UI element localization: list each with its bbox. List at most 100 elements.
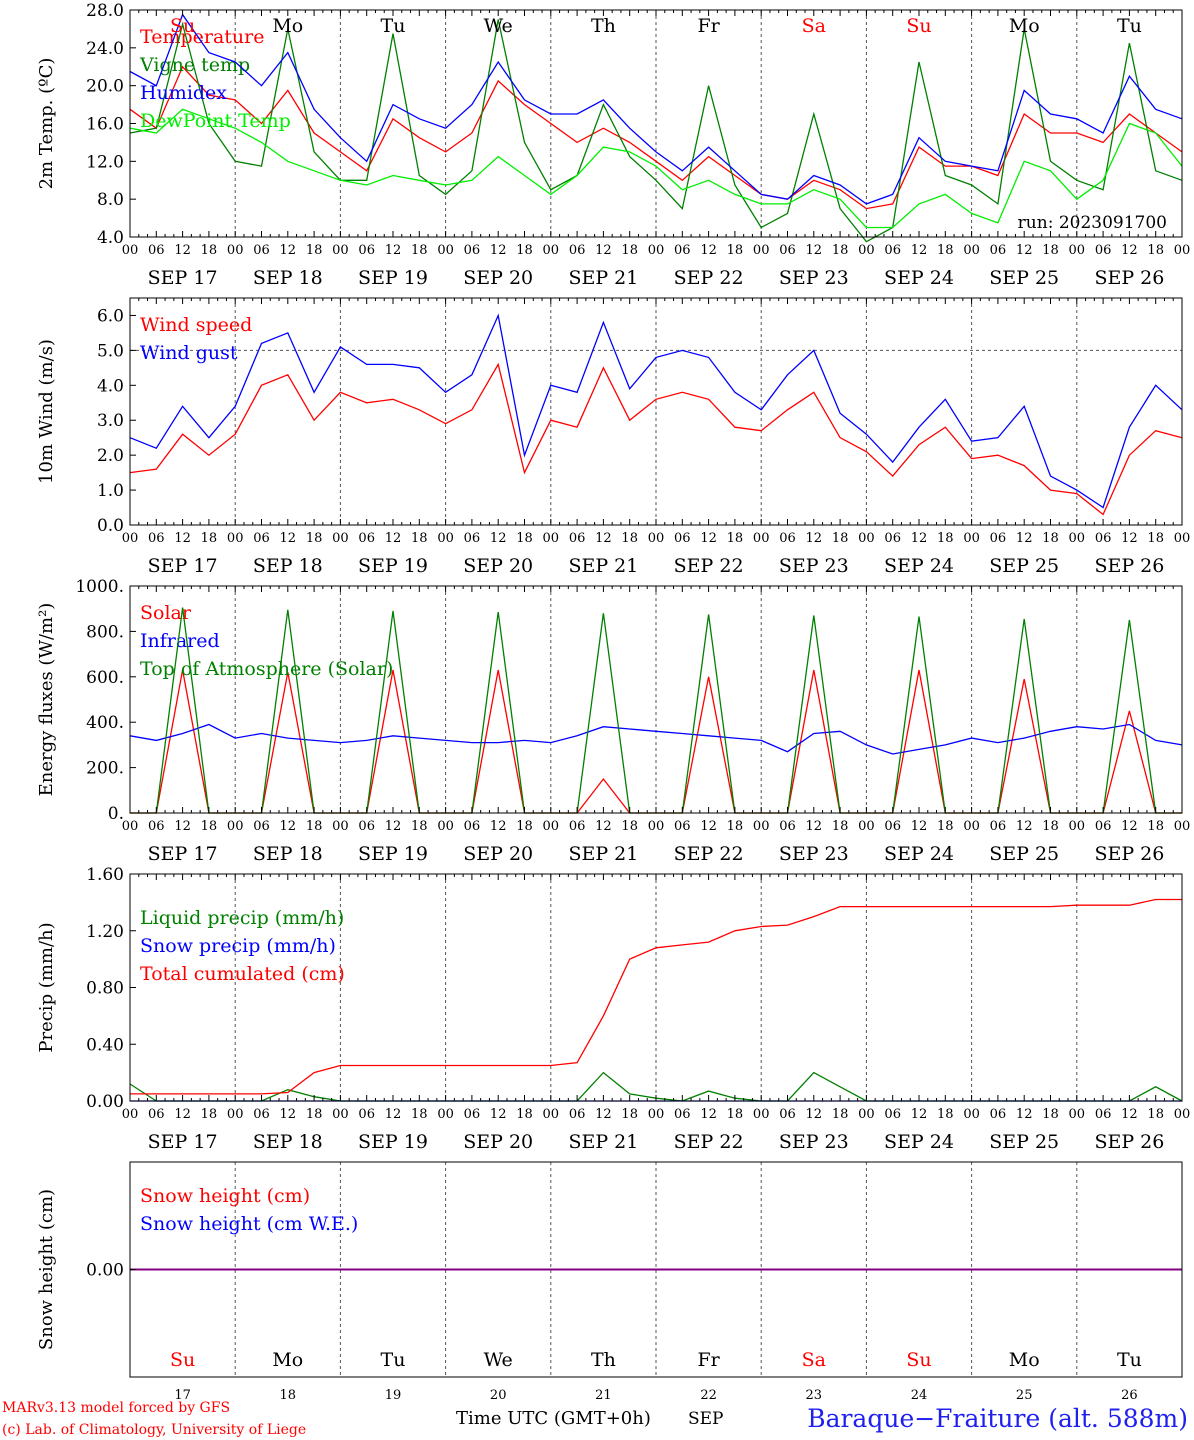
hour-label: 12 [1016,531,1033,546]
hour-label: 06 [990,819,1007,834]
hour-label: 00 [648,1107,665,1122]
hour-label: 18 [832,819,849,834]
date-label: SEP 23 [779,555,849,577]
y-tick-label: 16.0 [86,115,124,135]
hour-label: 00 [858,1107,875,1122]
date-label: SEP 17 [148,843,218,865]
legend-entry: Wind speed [140,314,252,336]
hour-label: 06 [990,243,1007,258]
hour-label: 18 [1042,819,1059,834]
hour-label: 00 [753,819,770,834]
weekday-label: Su [170,15,195,37]
hour-label: 00 [858,531,875,546]
hour-label: 06 [779,243,796,258]
hour-label: 00 [1069,531,1086,546]
date-label: SEP 21 [568,555,638,577]
y-tick-label: 1.0 [97,481,124,501]
time-axis-label: Time UTC (GMT+0h) [456,1408,651,1429]
hour-label: 12 [280,243,297,258]
date-label: SEP 26 [1094,843,1164,865]
hour-label: 06 [779,531,796,546]
y-tick-label: 8.0 [97,190,124,210]
date-label: SEP 18 [253,555,323,577]
hour-label: 18 [1147,531,1164,546]
weekday-label: Su [906,15,931,37]
weekday-label: Su [906,1349,931,1371]
hour-label: 00 [332,243,349,258]
legend-entry: Snow height (cm) [140,1185,310,1207]
hour-label: 00 [1174,819,1191,834]
precip-panel: Liquid precip (mm/h) Snow precip (mm/h) To… [36,865,1190,1153]
hour-label: 18 [1147,1107,1164,1122]
hour-label: 12 [806,1107,823,1122]
hour-label: 06 [884,531,901,546]
hour-label: 06 [1095,531,1112,546]
hour-label: 00 [858,243,875,258]
hour-label: 00 [648,819,665,834]
hour-label: 00 [963,819,980,834]
hour-label: 12 [385,243,402,258]
date-label: SEP 17 [148,1131,218,1153]
hour-label: 12 [1121,531,1138,546]
weekday-label: Sa [802,1349,826,1371]
hour-label: 06 [884,1107,901,1122]
weekday-label: Mo [272,1349,303,1371]
y-tick-label: 0.80 [86,979,124,999]
legend-entry: DewPoint Temp [140,110,291,132]
hour-label: 00 [332,531,349,546]
temperature-panel: Temperature Vigne temp Humidex DewPoint Tem… [36,1,1190,289]
hour-label: 18 [727,819,744,834]
hour-label: 12 [280,531,297,546]
y-tick-label: 1.20 [86,922,124,942]
hour-label: 00 [227,819,244,834]
date-label: SEP 23 [779,267,849,289]
hour-label: 12 [174,243,191,258]
hour-label: 12 [1121,819,1138,834]
date-label: SEP 26 [1094,555,1164,577]
hour-label: 00 [1069,1107,1086,1122]
month-label: SEP [688,1409,724,1429]
hour-label: 18 [727,243,744,258]
y-tick-label: 24.0 [86,39,124,59]
weekday-label: Tu [381,15,406,37]
hour-label: 06 [253,531,270,546]
date-label: SEP 22 [674,1131,744,1153]
date-label: SEP 20 [463,267,533,289]
hour-label: 18 [1042,243,1059,258]
hour-label: 12 [911,531,928,546]
hour-label: 12 [174,531,191,546]
hour-label: 06 [674,243,691,258]
y-tick-label: 28.0 [86,1,124,21]
weekday-label: Mo [1009,1349,1040,1371]
hour-label: 18 [621,243,638,258]
hour-label: 00 [1174,1107,1191,1122]
hour-label: 06 [148,531,165,546]
date-label: SEP 20 [463,1131,533,1153]
hour-label: 06 [569,531,586,546]
hour-label: 18 [201,243,218,258]
y-tick-label: 200. [86,759,124,779]
weekday-label: Mo [272,15,303,37]
hour-label: 18 [937,243,954,258]
hour-label: 06 [569,1107,586,1122]
y-tick-label: 0.00 [86,1261,124,1281]
series-line-wind-speed [129,362,1183,516]
hour-label: 18 [516,243,533,258]
hour-label: 06 [1095,1107,1112,1122]
hour-label: 06 [358,243,375,258]
hour-label: 18 [1042,531,1059,546]
y-axis-title: Snow height (cm) [36,1189,57,1350]
date-label: SEP 22 [674,843,744,865]
legend-entry: Vigne temp [139,54,250,76]
date-label: SEP 21 [568,267,638,289]
y-tick-label: 0.40 [86,1035,124,1055]
date-label: SEP 19 [358,1131,428,1153]
hour-label: 12 [1016,819,1033,834]
run-label: run: 2023091700 [1018,213,1167,233]
series-line-humidex [129,13,1183,205]
y-axis-title: Precip (mm/h) [36,922,57,1052]
hour-label: 00 [122,819,139,834]
hour-label: 12 [490,1107,507,1122]
y-tick-label: 1.60 [86,865,124,885]
